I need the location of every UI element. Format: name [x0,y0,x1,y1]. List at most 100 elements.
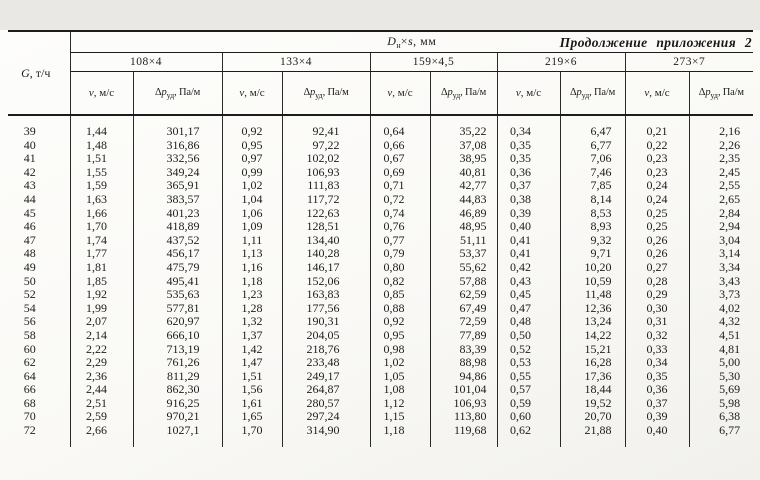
cell-pressure-drop: 4,02 [688,301,754,316]
cell-velocity: 0,40 [496,220,560,234]
cell-flow-rate: 46 [23,219,36,234]
cell-velocity: 1,28 [221,301,282,316]
cell-flow-rate: 43 [23,178,36,193]
cell-velocity: 0,98 [369,342,430,357]
cell-flow-rate: 40 [23,137,36,152]
cell-pressure-drop: 970,21 [132,410,222,425]
cell-velocity: 1,37 [221,328,282,343]
cell-pressure-drop: 3,34 [688,260,754,275]
cell-pressure-drop: 106,93 [429,396,497,411]
cell-velocity: 0,37 [624,396,689,411]
pressure-subscript: уд [166,90,175,100]
cell-pressure-drop: 2,94 [688,220,754,234]
cell-pressure-drop: 204,05 [281,328,370,343]
cell-velocity: 1,02 [221,179,282,193]
cell-velocity: 1,44 [69,114,133,139]
cell-pressure-drop: 297,24 [281,410,370,425]
cell-pressure-drop: 4,51 [688,328,754,343]
cell-pressure-drop: 7,85 [559,179,625,193]
cell-pressure-drop: 146,17 [281,260,370,275]
cell-pressure-drop: 316,86 [132,138,222,153]
cell-pressure-drop: 365,91 [132,179,222,193]
diameter-symbol: D [387,34,397,48]
delta-symbol: Δ [698,86,706,98]
cell-velocity: 0,25 [624,220,689,234]
cell-pressure-drop: 811,29 [132,369,222,384]
velocity-column-header: v, м/с [221,71,282,115]
cell-pressure-drop: 7,46 [559,165,625,180]
cell-velocity: 0,25 [624,206,689,221]
cell-pressure-drop: 113,80 [429,410,497,425]
velocity-symbol: v [239,87,245,99]
cell-pressure-drop: 2,35 [688,152,754,166]
cell-velocity: 1,04 [221,192,282,207]
cell-pressure-drop: 2,26 [688,138,754,153]
cell-pressure-drop: 111,83 [281,179,370,193]
header-diameter: Dн×s, мм [70,31,754,53]
cell-velocity: 2,14 [69,328,133,343]
group-header-4: 273×7 [624,52,754,72]
cell-velocity: 1,51 [221,369,282,384]
cell-velocity: 1,11 [221,233,282,248]
cell-velocity: 0,95 [221,138,282,153]
cell-velocity: 1,02 [369,355,430,370]
diameter-group-row: 108×4 133×4 159×4,5 219×6 273×7 [8,52,754,72]
cell-velocity: 2,59 [69,410,133,425]
cell-velocity: 0,52 [496,342,560,357]
cell-pressure-drop: 16,28 [559,355,625,370]
cell-flow-rate: 64 [23,368,36,383]
cell-velocity: 0,34 [496,114,560,139]
cell-pressure-drop: 495,41 [132,274,222,289]
cell-velocity: 0,34 [624,355,689,370]
pressure-column-header: Δpуд, Па/м [688,71,754,115]
cell-pressure-drop: 4,32 [688,315,754,329]
cell-pressure-drop: 37,08 [429,138,497,153]
velocity-unit: , м/с [392,87,413,99]
cell-pressure-drop: 94,86 [429,369,497,384]
diameter-subscript: н [396,41,401,50]
group-header-1: 133×4 [221,52,370,72]
table-header: G, т/ч Dн×s, мм 108×4 133×4 159×4,5 219×6 27… [8,31,754,115]
cell-velocity: 0,60 [496,410,560,425]
cell-pressure-drop: 77,89 [429,328,497,343]
pressure-unit: , Па/м [717,86,744,98]
cell-pressure-drop: 418,89 [132,220,222,234]
flow-unit: , т/ч [29,65,51,80]
table-row: 43 1,59 365,91 1,02 111,83 0,71 42,77 0,37 7,85 0… [8,178,754,193]
velocity-symbol: v [387,87,393,99]
cell-pressure-drop: 383,57 [132,192,222,207]
cell-velocity: 0,76 [369,220,430,234]
pressure-column-header: Δpуд, Па/м [132,71,222,115]
cell-pressure-drop: 761,26 [132,355,222,370]
cell-velocity: 2,51 [69,396,133,411]
cell-flow-rate: 62 [23,355,36,370]
table-row: 50 1,85 495,41 1,18 152,06 0,82 57,88 0,43 10,59… [8,274,754,289]
cell-pressure-drop: 101,04 [429,383,497,397]
cell-pressure-drop: 5,30 [688,369,754,384]
cell-velocity: 0,71 [369,179,430,193]
cell-velocity: 0,50 [496,328,560,343]
cell-pressure-drop: 264,87 [281,383,370,397]
cell-flow-rate: 70 [23,409,36,424]
cell-velocity: 0,85 [369,288,430,302]
cell-velocity: 0,40 [624,423,689,438]
velocity-symbol: v [88,87,94,99]
cell-pressure-drop: 3,04 [688,233,754,248]
table-row: 46 1,70 418,89 1,09 128,51 0,76 48,95 0,40 8,93 0… [8,219,754,234]
table-row: 54 1,99 577,81 1,28 177,56 0,88 67,49 0,47 12,36… [8,301,754,316]
cell-velocity: 0,74 [369,206,430,221]
cell-pressure-drop: 620,97 [132,315,222,329]
cell-pressure-drop: 14,22 [559,328,625,343]
cell-pressure-drop: 88,98 [429,355,497,370]
spacer-cell [559,437,625,447]
cell-pressure-drop: 62,59 [429,288,497,302]
cell-pressure-drop: 102,02 [281,152,370,166]
cell-velocity: 0,36 [496,165,560,180]
velocity-column-header: v, м/с [624,71,689,115]
cell-velocity: 0,26 [624,233,689,248]
cell-velocity: 0,55 [496,369,560,384]
spacer-cell [496,437,560,447]
cell-flow-rate: 44 [23,191,36,206]
cell-velocity: 0,66 [369,138,430,153]
cell-pressure-drop: 9,32 [559,233,625,248]
